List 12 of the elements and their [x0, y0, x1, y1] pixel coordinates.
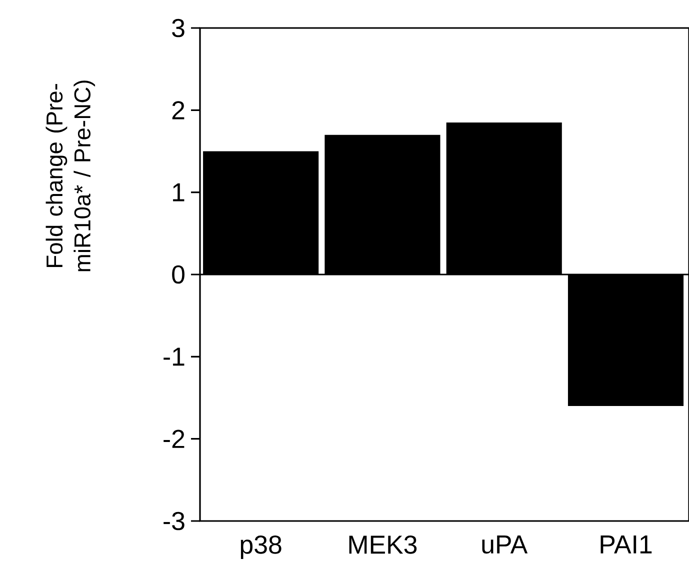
y-tick-label: 1	[173, 183, 184, 202]
y-tick-label: 3	[172, 18, 184, 38]
y-tick-label: -2	[164, 430, 184, 448]
y-tick-label: -1	[164, 348, 184, 366]
y-tick-label: -3	[164, 512, 184, 530]
y-tick-label: 2	[172, 101, 184, 120]
x-tick-label: PAI1	[600, 536, 652, 554]
x-tick-label: uPA	[482, 536, 528, 554]
y-tick-label: 0	[172, 265, 184, 284]
x-tick-label: MEK3	[349, 536, 417, 554]
x-tick-label: p38	[240, 536, 282, 559]
y-axis-title: Fold change (Pre-miR10a* / Pre-NC)	[46, 80, 96, 272]
